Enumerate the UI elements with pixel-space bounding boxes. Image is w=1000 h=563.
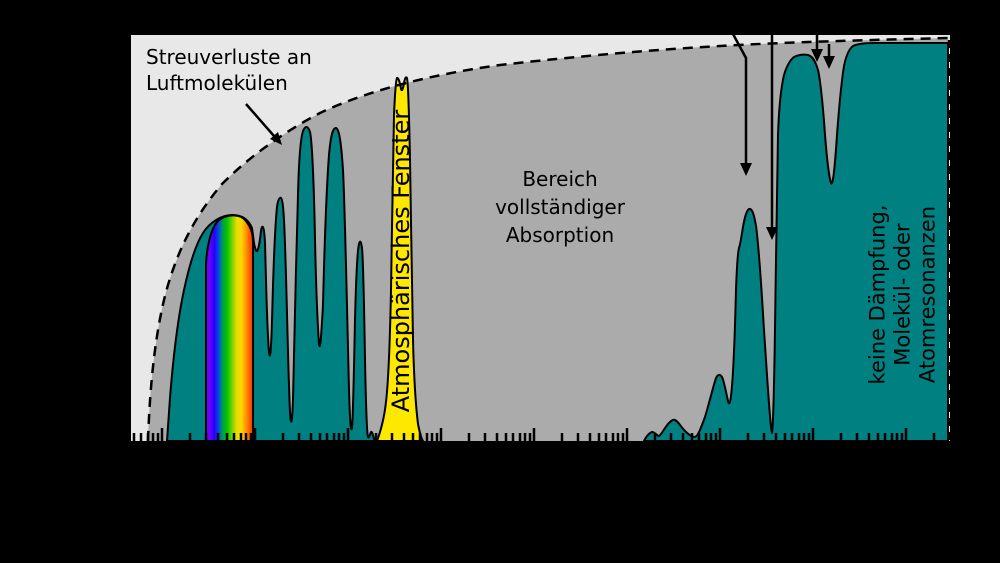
x-axis-line (127, 441, 950, 446)
scatter-label-arrow (245, 103, 282, 145)
atmospheric-window-label: Atmosphärisches Fenster (387, 109, 415, 413)
absorption-region-right (643, 42, 949, 442)
scattering-losses-label: Streuverluste an Luftmolekülen (146, 44, 312, 96)
x-axis-ticks (132, 428, 936, 441)
scattering-losses-label-line1: Streuverluste an (146, 45, 312, 69)
absorption-line-arrow-short-2 (823, 44, 835, 69)
absorption-line-arrow-short-1 (811, 32, 823, 62)
complete-absorption-label-line1: Bereich (522, 167, 598, 191)
y-axis-ticks (114, 74, 127, 402)
no-damping-label-line3: Atomresonanzen (915, 205, 940, 384)
absorption-line-arrow-long (766, 34, 778, 240)
atmospheric-window-band (376, 76, 424, 442)
visible-spectrum-band (205, 214, 254, 442)
annotation-arrows (245, 32, 835, 240)
no-damping-label-line2: Molekül- oder (890, 223, 915, 366)
complete-absorption-label: Bereich vollständiger Absorption (450, 165, 670, 249)
y-axis-line (127, 35, 131, 446)
no-damping-label: keine Dämpfung, Molekül- oder Atomresona… (866, 195, 941, 395)
no-damping-label-line1: keine Dämpfung, (865, 204, 890, 385)
scattering-losses-label-line2: Luftmolekülen (146, 71, 288, 95)
complete-absorption-label-line3: Absorption (505, 223, 615, 247)
complete-absorption-label-line2: vollständiger (495, 195, 625, 219)
absorption-line-arrow-bent (731, 33, 752, 176)
